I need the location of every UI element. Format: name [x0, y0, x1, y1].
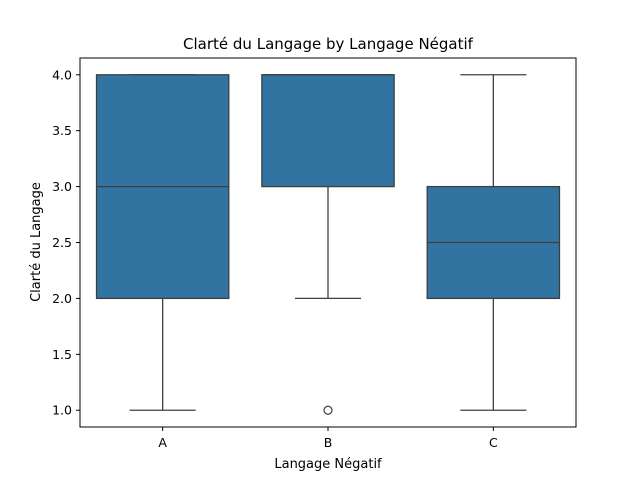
x-axis-label: Langage Négatif: [274, 457, 382, 472]
y-tick-label: 3.0: [52, 179, 72, 194]
x-tick-label: B: [324, 435, 333, 450]
x-tick-label: A: [158, 435, 167, 450]
y-tick-label: 1.0: [52, 403, 72, 418]
chart-title: Clarté du Langage by Langage Négatif: [183, 35, 474, 53]
outlier-b-0: [323, 405, 333, 415]
plot-area: 1.0 1.5 2.0 2.5 3.0 3.5 4.0 A B C: [52, 57, 577, 450]
y-tick-label: 4.0: [52, 67, 72, 82]
y-tick-label: 2.0: [52, 291, 72, 306]
box-b: [261, 74, 395, 188]
y-tick-label: 1.5: [52, 347, 72, 362]
y-axis-label: Clarté du Langage: [29, 182, 44, 302]
y-tick-label: 2.5: [52, 235, 72, 250]
x-tick-label: C: [489, 435, 498, 450]
y-tick-label: 3.5: [52, 123, 72, 138]
